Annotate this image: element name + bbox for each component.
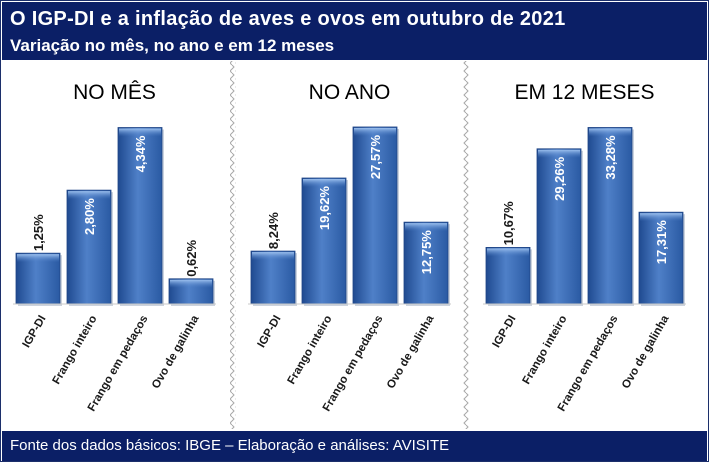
panel-title: EM 12 MESES: [514, 81, 654, 104]
chart-panel-2: NO ANO 8,24% IGP-DI 19,62% Frango inteiro 27,…: [248, 81, 451, 414]
source-note: Fonte dos dados básicos: IBGE – Elaboraç…: [10, 437, 450, 454]
category-label: Frango inteiro: [286, 314, 335, 387]
chart-title: O IGP-DI e a inflação de aves e ovos em …: [10, 8, 566, 30]
header-banner: O IGP-DI e a inflação de aves e ovos em …: [2, 2, 707, 60]
footer-banner: Fonte dos dados básicos: IBGE – Elaboraç…: [2, 431, 707, 461]
bar-highlight: [303, 179, 345, 188]
category-label: IGP-DI: [21, 314, 49, 350]
bar: [587, 127, 633, 305]
data-label: 12,75%: [419, 230, 434, 275]
category-label: Ovo de galinha: [620, 313, 672, 391]
category-label: Ovo de galinha: [385, 313, 437, 391]
category-label: Frango inteiro: [521, 314, 570, 387]
chart-subtitle: Variação no mês, no ano e em 12 meses: [10, 36, 335, 55]
bar-highlight: [589, 128, 631, 137]
bar-highlight: [17, 254, 59, 263]
bar-highlight: [119, 128, 161, 137]
panel-divider: [463, 61, 469, 429]
bar-highlight: [252, 252, 294, 261]
bar-highlight: [487, 248, 529, 257]
data-label: 17,31%: [654, 220, 669, 265]
data-label: 4,34%: [133, 135, 148, 172]
category-label: Frango em pedaços: [86, 314, 151, 414]
category-label: Frango inteiro: [51, 314, 100, 387]
category-label: Ovo de galinha: [150, 313, 202, 391]
bar-highlight: [538, 149, 580, 158]
data-label: 1,25%: [31, 214, 46, 251]
bar: [403, 221, 449, 305]
bar: [66, 189, 112, 305]
panel-title: NO MÊS: [73, 81, 156, 104]
data-label: 0,62%: [184, 239, 199, 276]
data-label: 27,57%: [368, 135, 383, 180]
data-label: 19,62%: [317, 186, 332, 231]
data-label: 2,80%: [82, 198, 97, 235]
category-label: IGP-DI: [491, 314, 519, 350]
bar: [638, 211, 684, 305]
bar-highlight: [68, 191, 110, 200]
data-label: 8,24%: [266, 212, 281, 249]
chart-panel-1: NO MÊS 1,25% IGP-DI 2,80% Frango inteiro 4,34…: [13, 81, 216, 414]
data-label: 10,67%: [501, 201, 516, 246]
bar-highlight: [405, 223, 447, 232]
panel-title: NO ANO: [309, 81, 391, 104]
data-label: 29,26%: [552, 156, 567, 201]
bar-highlight: [640, 213, 682, 222]
panel-divider: [230, 61, 236, 429]
category-label: Frango em pedaços: [556, 314, 621, 414]
bar: [485, 247, 531, 305]
bar-highlight: [354, 127, 396, 136]
bar: [352, 126, 398, 305]
category-label: Frango em pedaços: [321, 314, 386, 414]
bar: [301, 177, 347, 305]
data-label: 33,28%: [603, 135, 618, 180]
chart-panel-3: EM 12 MESES 10,67% IGP-DI 29,26% Frango inte…: [483, 81, 686, 414]
bar-highlight: [170, 279, 212, 288]
bar: [117, 127, 163, 305]
category-label: IGP-DI: [256, 314, 284, 350]
bar: [536, 148, 582, 305]
